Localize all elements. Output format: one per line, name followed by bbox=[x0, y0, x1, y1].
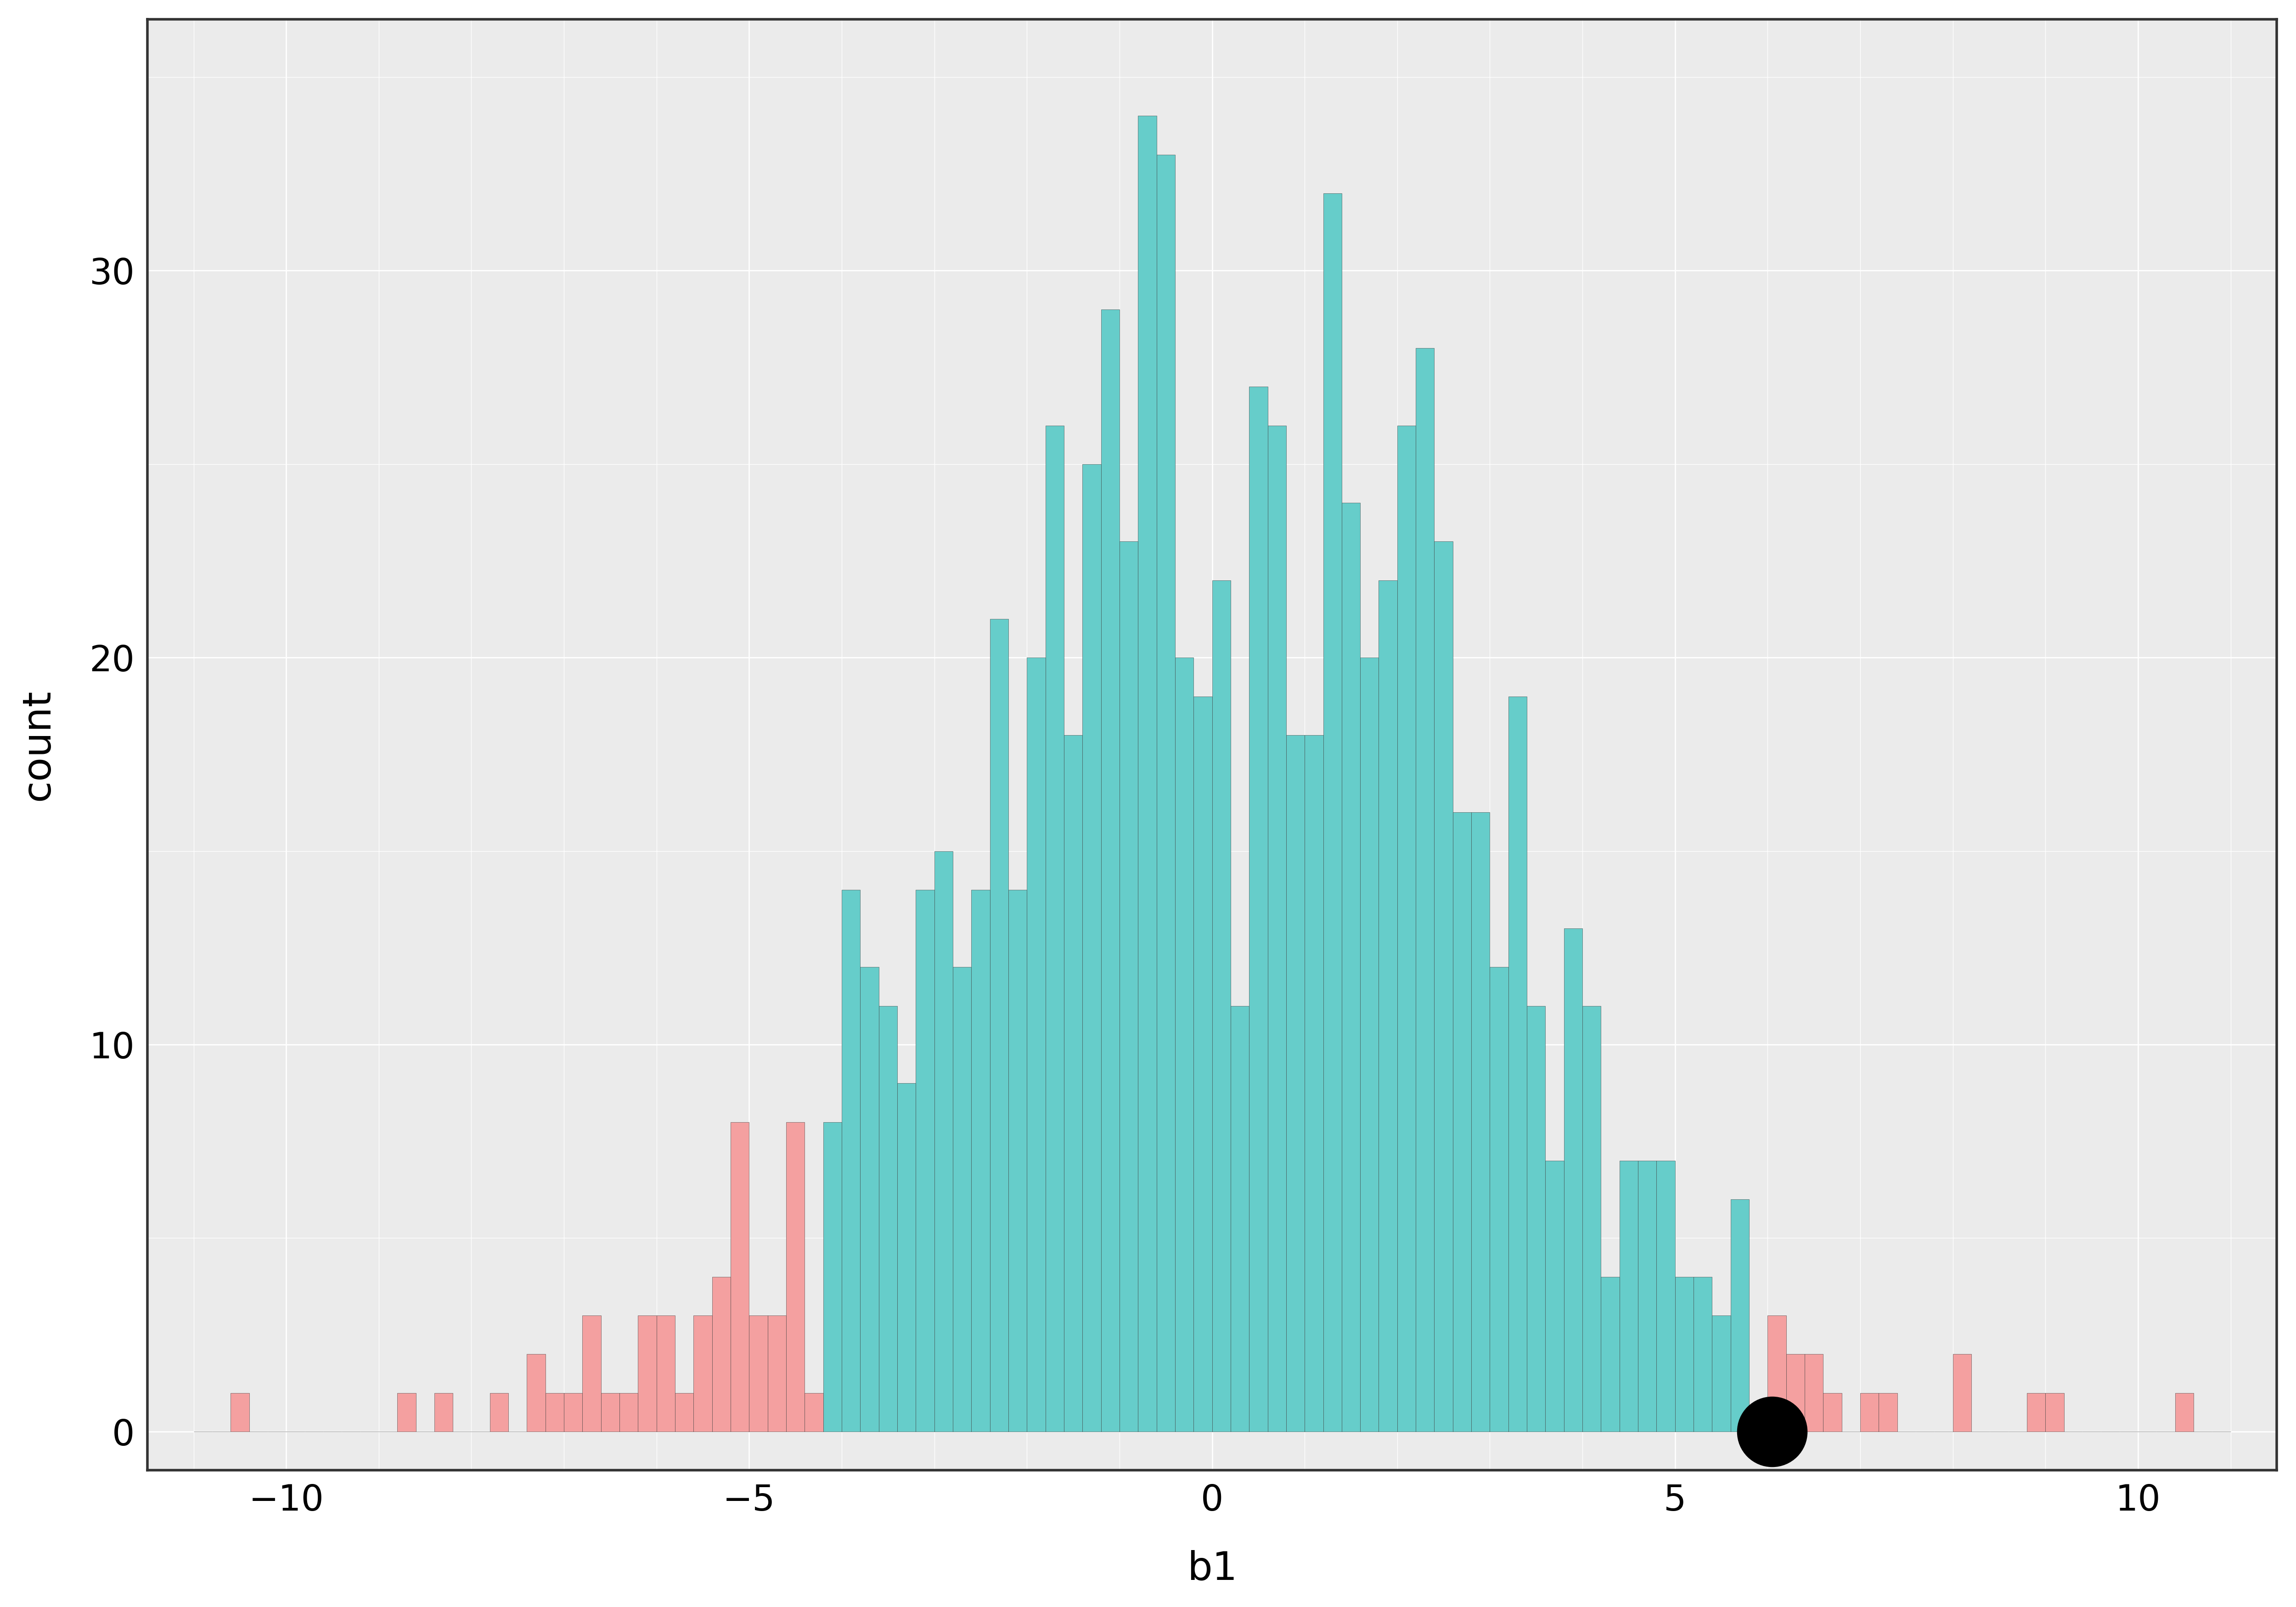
Bar bbox=[602, 1393, 620, 1432]
Bar bbox=[1157, 154, 1176, 1432]
Bar bbox=[1731, 1199, 1750, 1432]
Bar bbox=[1600, 1276, 1619, 1432]
Bar bbox=[526, 1355, 546, 1432]
Bar bbox=[971, 890, 990, 1432]
Bar bbox=[693, 1316, 712, 1432]
Bar bbox=[1359, 657, 1378, 1432]
Bar bbox=[1490, 967, 1508, 1432]
Bar bbox=[1878, 1393, 1896, 1432]
Bar bbox=[1102, 310, 1120, 1432]
Bar bbox=[1398, 426, 1417, 1432]
Bar bbox=[1322, 193, 1341, 1432]
Bar bbox=[1860, 1393, 1878, 1432]
Bar bbox=[1026, 657, 1045, 1432]
Bar bbox=[767, 1316, 785, 1432]
Bar bbox=[934, 852, 953, 1432]
Bar bbox=[1120, 542, 1139, 1432]
Bar bbox=[1435, 542, 1453, 1432]
Bar bbox=[1063, 734, 1081, 1432]
Bar bbox=[2046, 1393, 2064, 1432]
Bar bbox=[1676, 1276, 1694, 1432]
Bar bbox=[1582, 1006, 1600, 1432]
Bar bbox=[1694, 1276, 1713, 1432]
Bar bbox=[712, 1276, 730, 1432]
Bar bbox=[1231, 1006, 1249, 1432]
Bar bbox=[1267, 426, 1286, 1432]
Bar bbox=[657, 1316, 675, 1432]
Bar bbox=[1286, 734, 1304, 1432]
Bar bbox=[620, 1393, 638, 1432]
Bar bbox=[565, 1393, 583, 1432]
Bar bbox=[1249, 387, 1267, 1432]
Bar bbox=[1045, 426, 1063, 1432]
Bar bbox=[1081, 464, 1102, 1432]
Bar bbox=[489, 1393, 507, 1432]
Bar bbox=[638, 1316, 657, 1432]
Bar bbox=[1805, 1355, 1823, 1432]
Bar bbox=[1508, 696, 1527, 1432]
Bar bbox=[990, 619, 1008, 1432]
Bar bbox=[1008, 890, 1026, 1432]
Bar bbox=[785, 1122, 804, 1432]
Bar bbox=[1713, 1316, 1731, 1432]
Bar bbox=[953, 967, 971, 1432]
Bar bbox=[1417, 349, 1435, 1432]
Bar bbox=[1655, 1160, 1676, 1432]
Bar bbox=[230, 1393, 250, 1432]
Bar bbox=[1453, 813, 1472, 1432]
Bar bbox=[730, 1122, 748, 1432]
Bar bbox=[1341, 503, 1359, 1432]
Bar bbox=[397, 1393, 416, 1432]
Bar bbox=[898, 1083, 916, 1432]
Bar bbox=[675, 1393, 693, 1432]
Bar bbox=[1212, 580, 1231, 1432]
Bar bbox=[1954, 1355, 1972, 1432]
Bar bbox=[434, 1393, 452, 1432]
Y-axis label: count: count bbox=[18, 689, 57, 800]
Bar bbox=[1768, 1316, 1786, 1432]
Bar bbox=[1139, 116, 1157, 1432]
Bar bbox=[1378, 580, 1398, 1432]
Bar bbox=[804, 1393, 824, 1432]
Bar bbox=[1472, 813, 1490, 1432]
Bar bbox=[2027, 1393, 2046, 1432]
Bar bbox=[1823, 1393, 1841, 1432]
Bar bbox=[1545, 1160, 1564, 1432]
Bar bbox=[916, 890, 934, 1432]
Bar bbox=[1637, 1160, 1655, 1432]
Bar bbox=[1619, 1160, 1637, 1432]
Bar bbox=[879, 1006, 898, 1432]
Bar bbox=[546, 1393, 565, 1432]
Bar bbox=[861, 967, 879, 1432]
X-axis label: b1: b1 bbox=[1187, 1549, 1238, 1588]
Bar bbox=[1527, 1006, 1545, 1432]
Bar bbox=[824, 1122, 843, 1432]
Bar bbox=[1176, 657, 1194, 1432]
Point bbox=[1754, 1419, 1791, 1445]
Bar bbox=[1564, 929, 1582, 1432]
Bar bbox=[1786, 1355, 1805, 1432]
Bar bbox=[748, 1316, 767, 1432]
Bar bbox=[1194, 696, 1212, 1432]
Bar bbox=[583, 1316, 602, 1432]
Bar bbox=[2174, 1393, 2193, 1432]
Bar bbox=[843, 890, 861, 1432]
Bar bbox=[1304, 734, 1322, 1432]
